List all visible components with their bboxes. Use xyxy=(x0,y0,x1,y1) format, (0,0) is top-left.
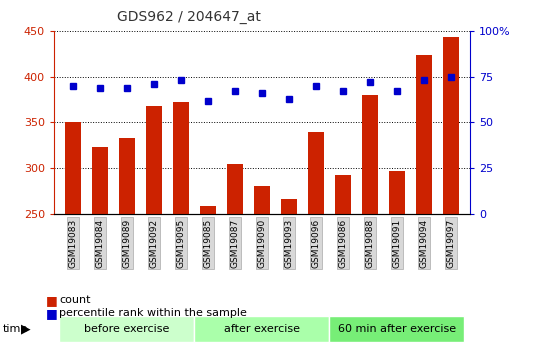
Text: time: time xyxy=(3,324,28,334)
Bar xyxy=(119,138,135,214)
Bar xyxy=(308,132,324,214)
Bar xyxy=(281,199,297,214)
Text: after exercise: after exercise xyxy=(224,324,300,334)
Text: ■: ■ xyxy=(46,294,58,307)
Bar xyxy=(416,55,432,214)
Text: GDS962 / 204647_at: GDS962 / 204647_at xyxy=(117,10,261,24)
Bar xyxy=(173,102,189,214)
Bar xyxy=(92,147,108,214)
Bar xyxy=(227,164,243,214)
Bar xyxy=(389,171,405,214)
Text: percentile rank within the sample: percentile rank within the sample xyxy=(59,308,247,318)
Bar xyxy=(254,186,270,214)
Text: 60 min after exercise: 60 min after exercise xyxy=(338,324,456,334)
Bar xyxy=(335,175,351,214)
Text: before exercise: before exercise xyxy=(84,324,170,334)
Bar xyxy=(65,122,81,214)
Bar xyxy=(200,206,216,214)
Text: count: count xyxy=(59,295,91,305)
Bar xyxy=(362,95,378,214)
Bar xyxy=(443,38,459,214)
Text: ■: ■ xyxy=(46,307,58,320)
Bar xyxy=(146,106,162,214)
Text: ▶: ▶ xyxy=(21,322,30,335)
